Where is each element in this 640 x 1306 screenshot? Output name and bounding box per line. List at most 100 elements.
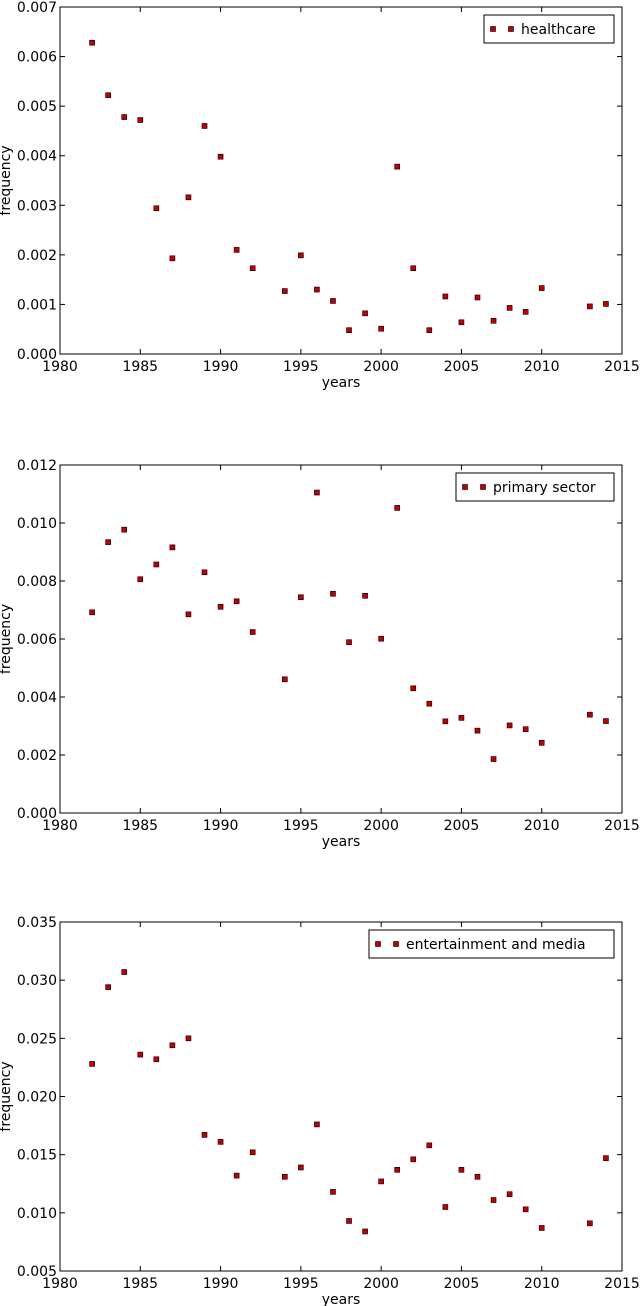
- primary-sector-data-point: [394, 505, 401, 511]
- entertainment-media-x-tick-label: 1980: [42, 1276, 78, 1292]
- healthcare-y-tick-label: 0.004: [17, 149, 57, 165]
- primary-sector-legend-label: primary sector: [493, 480, 596, 496]
- healthcare-data-point: [538, 285, 545, 291]
- healthcare-x-tick-label: 2000: [363, 359, 399, 375]
- healthcare-legend-label: healthcare: [521, 22, 596, 38]
- healthcare-data-point: [121, 114, 128, 120]
- entertainment-media-data-point: [603, 1155, 609, 1161]
- entertainment-media-x-tick-label: 1990: [203, 1276, 239, 1292]
- entertainment-media-x-tick-label: 2010: [524, 1276, 560, 1292]
- healthcare-data-point: [426, 327, 433, 334]
- healthcare-x-tick-label: 1990: [203, 359, 239, 375]
- healthcare-data-point: [362, 310, 368, 317]
- healthcare-data-point: [185, 194, 192, 201]
- healthcare-y-tick-label: 0.001: [17, 297, 57, 313]
- primary-sector-data-point: [506, 722, 513, 729]
- primary-sector-data-point: [201, 569, 208, 576]
- entertainment-media-data-point: [394, 1166, 401, 1173]
- entertainment-media-data-point: [490, 1197, 497, 1203]
- healthcare-legend-marker: [490, 26, 496, 32]
- entertainment-media-plot-frame: [59, 921, 623, 1272]
- healthcare-data-point: [137, 117, 144, 123]
- healthcare-y-axis-label: frequency: [0, 145, 14, 215]
- entertainment-media-y-axis-label: frequency: [0, 1061, 14, 1131]
- primary-sector-y-tick-label: 0.010: [17, 516, 57, 532]
- primary-sector-x-tick-label: 2000: [363, 818, 399, 834]
- primary-sector-data-point: [458, 715, 465, 721]
- entertainment-media-data-point: [506, 1191, 513, 1198]
- healthcare-data-point: [201, 123, 208, 129]
- primary-sector-data-point: [346, 639, 352, 645]
- entertainment-media-data-point: [281, 1173, 288, 1180]
- primary-sector-x-tick-label: 1995: [283, 818, 319, 834]
- entertainment-media-data-point: [298, 1164, 304, 1171]
- primary-sector-x-tick-label: 2005: [444, 818, 480, 834]
- primary-sector-data-point: [362, 592, 368, 599]
- primary-sector-y-tick-label: 0.006: [17, 632, 57, 648]
- primary-sector-data-point: [153, 561, 160, 568]
- entertainment-media-y-tick-label: 0.020: [17, 1090, 57, 1106]
- entertainment-media-data-point: [105, 984, 111, 990]
- primary-sector-data-point: [538, 740, 545, 746]
- healthcare-y-tick-label: 0.003: [17, 198, 57, 214]
- healthcare-x-tick-label: 1980: [42, 359, 78, 375]
- healthcare-data-point: [281, 288, 288, 294]
- healthcare-data-point: [442, 293, 449, 300]
- primary-sector-data-point: [298, 594, 304, 601]
- primary-sector-data-point: [330, 590, 336, 597]
- healthcare-chart: 1980 1985 1990 1995 2000 2005 2010 2015 0.000 0.0…: [0, 0, 640, 391]
- healthcare-data-point: [169, 255, 176, 262]
- entertainment-media-legend-marker: [393, 941, 399, 947]
- entertainment-media-legend-label: entertainment and media: [406, 937, 586, 953]
- primary-sector-data-point: [426, 700, 433, 707]
- healthcare-data-point: [233, 247, 240, 253]
- primary-sector-data-point: [105, 539, 111, 545]
- entertainment-media-data-point: [89, 1061, 95, 1067]
- primary-sector-data-point: [314, 489, 320, 496]
- entertainment-media-data-point: [314, 1121, 320, 1128]
- healthcare-x-tick-label: 2015: [604, 359, 640, 375]
- healthcare-plot-frame: [59, 6, 623, 355]
- entertainment-media-y-tick-label: 0.015: [17, 1148, 57, 1164]
- primary-sector-data-point: [490, 756, 497, 762]
- primary-sector-data-point: [185, 611, 192, 618]
- entertainment-media-x-tick-label: 2000: [363, 1276, 399, 1292]
- primary-sector-y-tick-label: 0.002: [17, 748, 57, 764]
- primary-sector-data-point: [121, 526, 128, 533]
- entertainment-media-data-point: [378, 1178, 384, 1185]
- entertainment-media-x-tick-label: 1995: [283, 1276, 319, 1292]
- entertainment-media-data-point: [442, 1204, 449, 1210]
- entertainment-media-legend-marker: [375, 941, 381, 947]
- healthcare-data-point: [522, 309, 529, 315]
- healthcare-data-point: [105, 92, 111, 99]
- healthcare-data-point: [217, 153, 224, 160]
- primary-sector-data-point: [410, 685, 417, 692]
- entertainment-media-y-tick-label: 0.035: [17, 915, 57, 931]
- healthcare-data-point: [458, 319, 465, 326]
- entertainment-media-legend-box: [368, 929, 615, 959]
- entertainment-media-x-tick-label: 1985: [122, 1276, 158, 1292]
- healthcare-data-point: [298, 252, 304, 259]
- healthcare-legend-box: [483, 14, 615, 44]
- healthcare-y-tick-label: 0.000: [17, 347, 57, 363]
- healthcare-data-point: [410, 265, 417, 272]
- healthcare-y-tick-label: 0.007: [17, 0, 57, 16]
- entertainment-media-data-point: [346, 1218, 352, 1224]
- healthcare-data-point: [89, 39, 95, 46]
- primary-sector-legend: primary sector: [455, 472, 615, 502]
- primary-sector-data-point: [233, 598, 240, 605]
- primary-sector-x-tick-label: 1990: [203, 818, 239, 834]
- primary-sector-data-point: [603, 718, 609, 724]
- entertainment-media-data-point: [121, 969, 128, 975]
- primary-sector-y-axis-label: frequency: [0, 604, 14, 674]
- entertainment-media-data-point: [458, 1166, 465, 1173]
- entertainment-media-data-point: [201, 1132, 208, 1138]
- healthcare-x-tick-label: 1995: [283, 359, 319, 375]
- primary-sector-y-tick-label: 0.000: [17, 806, 57, 822]
- healthcare-data-point: [314, 286, 320, 293]
- entertainment-media-x-axis-label: years: [322, 1292, 361, 1306]
- primary-sector-y-tick-label: 0.004: [17, 690, 57, 706]
- primary-sector-chart: 1980 1985 1990 1995 2000 2005 2010 2015 0.000 0.0…: [0, 458, 640, 850]
- primary-sector-data-point: [89, 609, 95, 616]
- healthcare-data-point: [346, 327, 352, 334]
